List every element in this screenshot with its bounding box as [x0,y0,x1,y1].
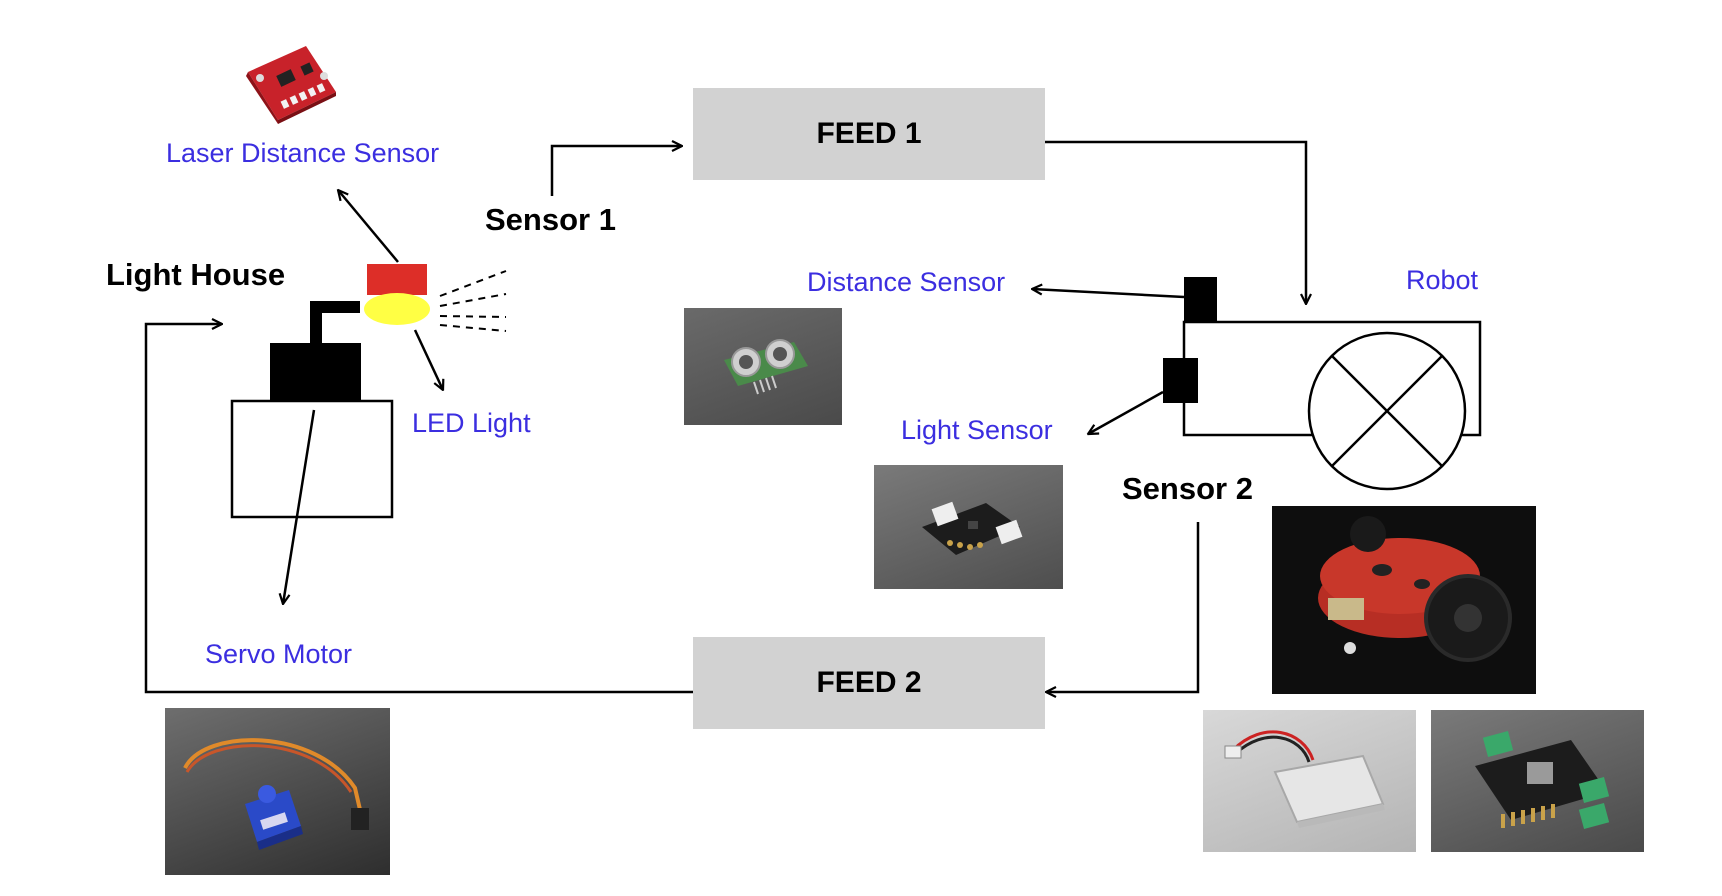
arrow-to-distance-sensor [1032,289,1185,299]
led-light-label: LED Light [412,408,531,438]
laser-sensor-block [367,264,427,295]
laser-distance-sensor-label: Laser Distance Sensor [166,138,440,168]
sensor2-label: Sensor 2 [1122,471,1253,506]
robot-distance-sensor-block [1184,277,1217,322]
arrow-feed1-to-robot [1044,140,1306,304]
led-light-rays [439,270,507,332]
battery-photo [1203,710,1416,852]
led-light-shape [364,293,430,325]
motor-driver-photo [1431,710,1644,852]
distance-sensor-photo [684,308,842,425]
arrow-sensor1-to-feed1 [550,146,682,196]
light-sensor-label: Light Sensor [901,415,1053,445]
feed2-box: FEED 2 [693,637,1045,729]
robot-label: Robot [1406,265,1479,295]
arrow-to-laser-sensor [338,190,399,263]
lighthouse-arm [310,301,360,343]
feed1-label: FEED 1 [816,117,922,150]
lighthouse-servo-block [270,343,361,402]
robot-light-sensor-block [1163,358,1198,403]
arrow-sensor2-to-feed2 [1046,522,1200,692]
sensor1-label: Sensor 1 [485,202,616,237]
light-house-label: Light House [106,257,286,292]
arrow-to-led-light [413,329,443,390]
arrow-feed2-to-lighthouse [144,324,693,694]
servo-motor-label: Servo Motor [205,639,353,669]
feed2-label: FEED 2 [816,666,922,699]
distance-sensor-label: Distance Sensor [807,267,1006,297]
arrow-to-servo-motor [283,409,316,604]
robot-photo [1272,506,1536,694]
arrow-to-light-sensor [1088,390,1164,434]
laser-distance-sensor-photo [244,40,340,124]
servo-motor-photo [165,708,390,875]
light-sensor-photo [874,465,1063,589]
feed1-box: FEED 1 [693,88,1045,180]
